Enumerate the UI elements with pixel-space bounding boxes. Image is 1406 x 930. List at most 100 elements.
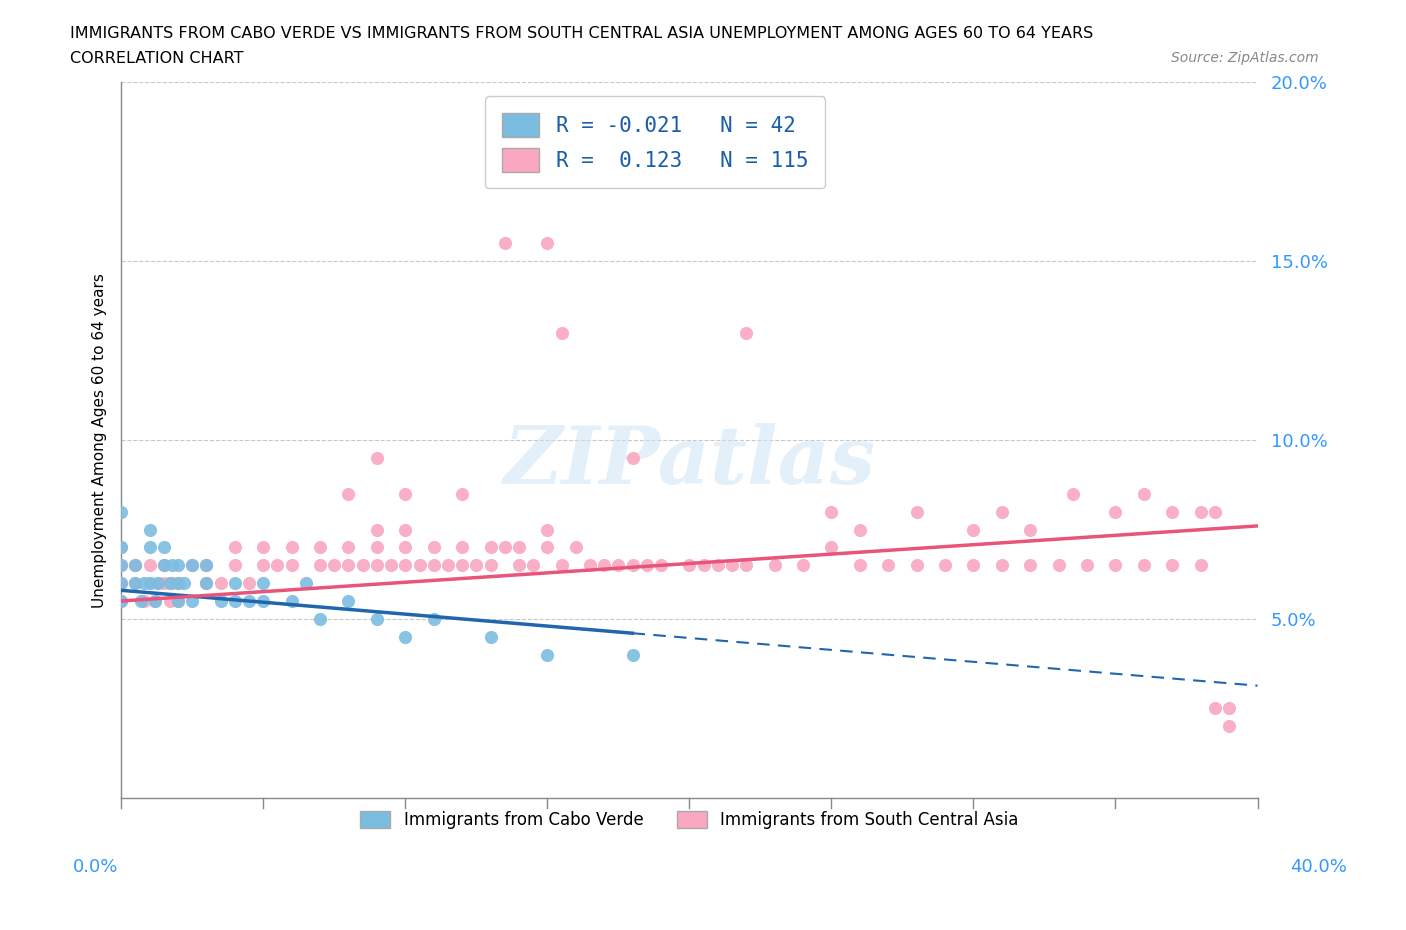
Point	[159, 576, 181, 591]
Point	[224, 593, 246, 608]
Point	[763, 558, 786, 573]
Point	[536, 540, 558, 555]
Point	[366, 450, 388, 465]
Point	[309, 540, 332, 555]
Point	[451, 558, 474, 573]
Point	[252, 540, 274, 555]
Y-axis label: Unemployment Among Ages 60 to 64 years: Unemployment Among Ages 60 to 64 years	[93, 272, 107, 607]
Point	[366, 612, 388, 627]
Point	[309, 612, 332, 627]
Point	[1189, 558, 1212, 573]
Point	[143, 593, 166, 608]
Point	[1189, 504, 1212, 519]
Point	[451, 486, 474, 501]
Point	[224, 540, 246, 555]
Point	[479, 540, 502, 555]
Point	[167, 558, 190, 573]
Point	[309, 558, 332, 573]
Point	[877, 558, 900, 573]
Point	[1104, 558, 1126, 573]
Point	[991, 558, 1014, 573]
Point	[621, 647, 644, 662]
Point	[124, 576, 146, 591]
Point	[138, 558, 160, 573]
Point	[394, 540, 416, 555]
Point	[181, 593, 204, 608]
Point	[138, 522, 160, 537]
Point	[153, 558, 176, 573]
Point	[110, 540, 132, 555]
Point	[110, 504, 132, 519]
Point	[162, 558, 184, 573]
Point	[280, 593, 302, 608]
Point	[522, 558, 544, 573]
Point	[1204, 701, 1226, 716]
Point	[849, 558, 872, 573]
Point	[366, 522, 388, 537]
Point	[536, 647, 558, 662]
Text: 40.0%: 40.0%	[1291, 857, 1347, 876]
Point	[1133, 558, 1156, 573]
Point	[607, 558, 630, 573]
Point	[1161, 558, 1184, 573]
Point	[721, 558, 744, 573]
Point	[550, 326, 572, 340]
Point	[366, 558, 388, 573]
Point	[295, 576, 318, 591]
Point	[394, 558, 416, 573]
Point	[408, 558, 430, 573]
Point	[138, 576, 160, 591]
Point	[238, 593, 260, 608]
Text: Source: ZipAtlas.com: Source: ZipAtlas.com	[1171, 51, 1319, 65]
Point	[238, 576, 260, 591]
Point	[934, 558, 956, 573]
Point	[905, 504, 928, 519]
Text: CORRELATION CHART: CORRELATION CHART	[70, 51, 243, 66]
Point	[593, 558, 616, 573]
Point	[1161, 504, 1184, 519]
Point	[209, 576, 232, 591]
Point	[1133, 486, 1156, 501]
Point	[132, 593, 155, 608]
Point	[508, 540, 530, 555]
Point	[678, 558, 700, 573]
Point	[323, 558, 346, 573]
Point	[579, 558, 602, 573]
Point	[124, 558, 146, 573]
Point	[337, 593, 360, 608]
Text: IMMIGRANTS FROM CABO VERDE VS IMMIGRANTS FROM SOUTH CENTRAL ASIA UNEMPLOYMENT AM: IMMIGRANTS FROM CABO VERDE VS IMMIGRANTS…	[70, 26, 1094, 41]
Point	[129, 593, 152, 608]
Point	[465, 558, 488, 573]
Point	[195, 558, 218, 573]
Point	[962, 558, 984, 573]
Point	[167, 576, 190, 591]
Point	[224, 576, 246, 591]
Point	[153, 540, 176, 555]
Point	[337, 486, 360, 501]
Legend: Immigrants from Cabo Verde, Immigrants from South Central Asia: Immigrants from Cabo Verde, Immigrants f…	[354, 804, 1025, 836]
Point	[1019, 522, 1042, 537]
Point	[422, 558, 444, 573]
Point	[280, 558, 302, 573]
Point	[124, 576, 146, 591]
Point	[621, 558, 644, 573]
Point	[195, 576, 218, 591]
Point	[707, 558, 730, 573]
Point	[1204, 504, 1226, 519]
Point	[252, 558, 274, 573]
Point	[110, 576, 132, 591]
Point	[564, 540, 586, 555]
Point	[621, 450, 644, 465]
Point	[146, 576, 169, 591]
Point	[735, 558, 758, 573]
Point	[692, 558, 714, 573]
Point	[394, 522, 416, 537]
Point	[138, 540, 160, 555]
Point	[110, 558, 132, 573]
Point	[224, 558, 246, 573]
Point	[110, 540, 132, 555]
Point	[394, 630, 416, 644]
Point	[849, 522, 872, 537]
Point	[380, 558, 402, 573]
Point	[962, 522, 984, 537]
